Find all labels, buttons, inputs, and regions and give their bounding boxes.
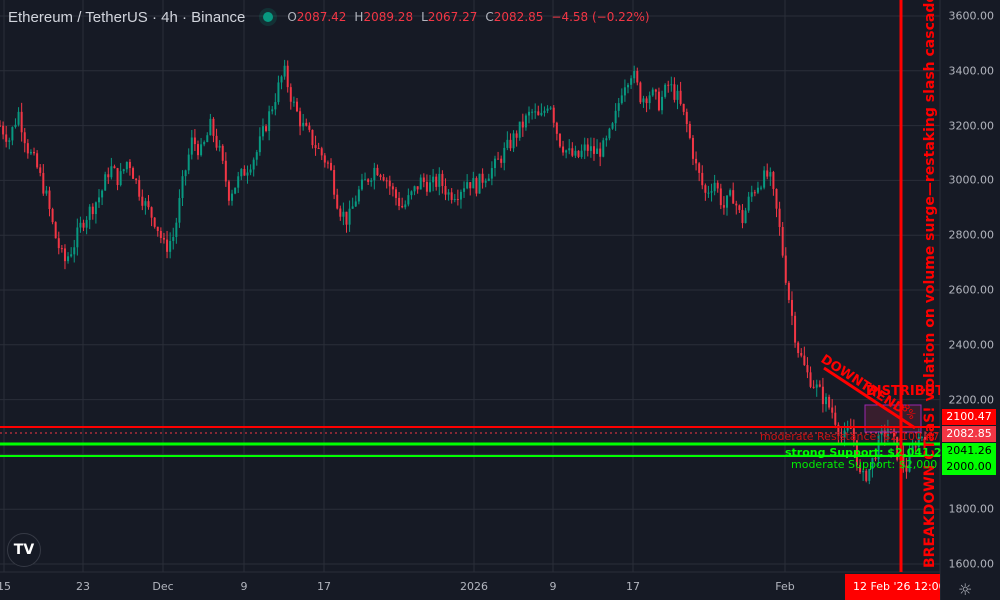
- close-key: C: [485, 10, 494, 24]
- price-tick-label: 3000.00: [948, 173, 995, 187]
- price-badge: 2100.47: [942, 409, 996, 425]
- price-tick-label: 2800.00: [948, 228, 995, 242]
- price-tick-label: 3400.00: [948, 64, 995, 78]
- time-tick-label: Dec: [152, 580, 174, 593]
- moderate-support-label: moderate Support: $2,000: [791, 458, 938, 471]
- price-tick-label: 2200.00: [948, 393, 995, 407]
- price-badge: 2000.00: [942, 459, 996, 475]
- settings-gear-icon[interactable]: ☼: [958, 580, 973, 599]
- price-tick-label: 1600.00: [948, 557, 995, 571]
- candlesticks: [0, 59, 926, 485]
- close-value: 2082.85: [493, 10, 544, 24]
- change-value: −4.58 (−0.22%): [551, 10, 650, 24]
- chart-grid: [0, 0, 940, 572]
- crosshair-time-badge: 12 Feb '26 12:00: [845, 574, 940, 600]
- time-tick-label: 2026: [460, 580, 488, 593]
- distribution-label: DISTRIBUTION: [866, 384, 940, 399]
- open-value: 2087.42: [296, 10, 347, 24]
- symbol-title[interactable]: Ethereum / TetherUS · 4h · Binance: [8, 8, 246, 26]
- chart-header: Ethereum / TetherUS · 4h · Binance O2087…: [8, 6, 650, 28]
- high-key: H: [354, 10, 364, 24]
- time-tick-label: 9: [240, 580, 248, 593]
- strong-support-label: strong Support: $2,041.26: [785, 446, 950, 459]
- price-tick-label: 2400.00: [948, 338, 995, 352]
- price-tick-label: 1800.00: [948, 502, 995, 516]
- low-value: 2067.27: [427, 10, 478, 24]
- price-tick-label: 3200.00: [948, 119, 995, 133]
- vertical-annotation-text: BREAKDOWN CTaaS! violation on volume sur…: [922, 0, 938, 568]
- time-tick-label: 23: [76, 580, 90, 593]
- time-tick-label: 17: [317, 580, 331, 593]
- ohlc-legend: O2087.42 H2089.28 L2067.27 C2082.85 −4.5…: [287, 10, 649, 24]
- time-tick-label: 9: [549, 580, 557, 593]
- market-status-dot: [263, 12, 274, 22]
- time-tick-label: Feb: [775, 580, 795, 593]
- time-tick-label: 17: [626, 580, 640, 593]
- price-tick-label: 2600.00: [948, 283, 995, 297]
- high-value: 2089.28: [363, 10, 414, 24]
- price-badge: 2082.85: [942, 426, 996, 442]
- price-badge: 2041.26: [942, 443, 996, 459]
- tradingview-logo[interactable]: TV: [7, 533, 41, 567]
- price-tick-label: 3600.00: [948, 9, 995, 23]
- time-tick-label: 15: [0, 580, 11, 593]
- low-key: L: [421, 10, 428, 24]
- moderate-resistance-label: moderate Resistance: $2,100.47: [760, 430, 940, 443]
- open-key: O: [287, 10, 297, 24]
